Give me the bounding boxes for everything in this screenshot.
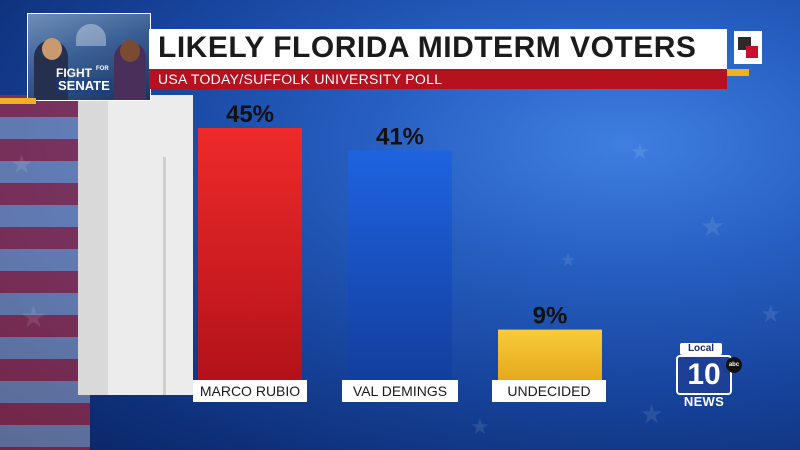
chart-backdrop-shade xyxy=(78,95,108,395)
thumbnail-senate-text: SENATE xyxy=(56,78,112,93)
chart-backdrop-line xyxy=(163,157,166,395)
flag-stripes xyxy=(0,95,90,450)
bar-marco-rubio xyxy=(198,128,302,380)
accent-stripe xyxy=(727,69,749,76)
capitol-dome-icon xyxy=(76,24,106,46)
chart-title: LIKELY FLORIDA MIDTERM VOTERS xyxy=(158,31,697,64)
star-icon: ★ xyxy=(700,210,726,243)
star-icon: ★ xyxy=(560,250,577,271)
thumbnail-for-text: FOR xyxy=(96,66,109,72)
logo-number-text: 10 xyxy=(676,355,732,395)
local10-news-logo: Local 10 abc NEWS xyxy=(676,343,742,409)
title-band xyxy=(149,29,727,69)
star-icon: ★ xyxy=(470,415,490,440)
star-icon: ★ xyxy=(760,300,782,328)
accent-stripe xyxy=(0,98,36,104)
bar-val-demings xyxy=(348,150,452,380)
bar-undecided xyxy=(498,329,602,380)
category-label-marco-rubio: MARCO RUBIO xyxy=(193,380,307,402)
abc-network-icon: abc xyxy=(726,357,742,373)
subtitle-band xyxy=(149,69,727,89)
value-label-marco-rubio: 45% xyxy=(226,101,274,128)
star-icon: ★ xyxy=(630,140,650,165)
category-label-val-demings: VAL DEMINGS xyxy=(342,380,458,402)
star-icon: ★ xyxy=(640,400,664,430)
chart-subtitle: USA TODAY/SUFFOLK UNIVERSITY POLL xyxy=(158,71,443,87)
logo-local-text: Local xyxy=(680,343,722,355)
candidate-face-right xyxy=(120,40,140,62)
thumbnail-fight-text: FIGHT xyxy=(56,66,92,80)
value-label-undecided: 9% xyxy=(533,303,568,330)
fight-for-senate-thumbnail: FIGHT FOR SENATE xyxy=(27,13,151,101)
candidate-face-left xyxy=(42,38,62,60)
category-label-undecided: UNDECIDED xyxy=(492,380,606,402)
station-corner-logo-icon xyxy=(734,31,762,64)
star-icon: ★ xyxy=(10,150,34,180)
value-label-val-demings: 41% xyxy=(376,123,424,150)
logo-news-text: NEWS xyxy=(683,394,725,409)
star-icon: ★ xyxy=(20,300,47,335)
